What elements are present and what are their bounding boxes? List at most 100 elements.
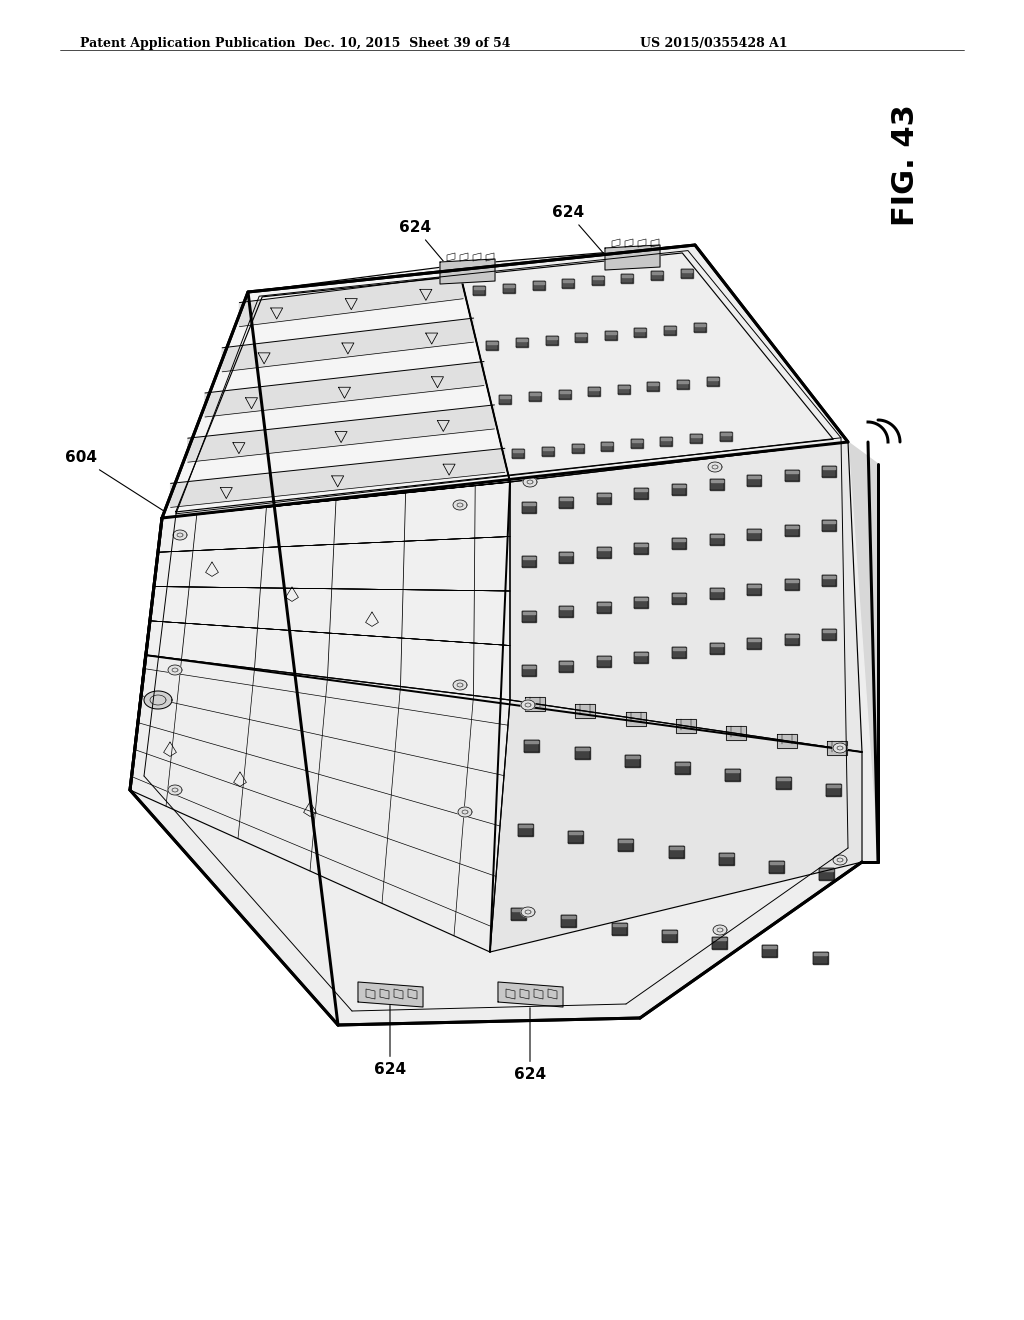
Polygon shape bbox=[664, 326, 676, 335]
Polygon shape bbox=[522, 502, 536, 512]
Polygon shape bbox=[602, 442, 612, 445]
Polygon shape bbox=[677, 380, 689, 389]
Polygon shape bbox=[648, 383, 658, 385]
Polygon shape bbox=[589, 388, 599, 391]
Polygon shape bbox=[513, 450, 523, 453]
Polygon shape bbox=[532, 281, 545, 290]
Polygon shape bbox=[785, 471, 798, 474]
Polygon shape bbox=[784, 470, 799, 482]
Polygon shape bbox=[597, 492, 611, 504]
Polygon shape bbox=[530, 393, 540, 396]
Polygon shape bbox=[222, 318, 473, 372]
Polygon shape bbox=[748, 529, 761, 540]
Polygon shape bbox=[662, 438, 672, 440]
Polygon shape bbox=[776, 734, 797, 748]
Polygon shape bbox=[710, 479, 724, 490]
Polygon shape bbox=[503, 284, 515, 293]
Polygon shape bbox=[707, 378, 719, 387]
Polygon shape bbox=[708, 462, 722, 473]
Polygon shape bbox=[504, 285, 514, 286]
Polygon shape bbox=[512, 449, 524, 458]
Text: 624: 624 bbox=[552, 205, 603, 253]
Polygon shape bbox=[534, 282, 544, 284]
Polygon shape bbox=[833, 743, 847, 752]
Polygon shape bbox=[676, 719, 696, 733]
Polygon shape bbox=[168, 665, 182, 675]
Polygon shape bbox=[501, 396, 510, 397]
Polygon shape bbox=[568, 832, 583, 843]
Polygon shape bbox=[130, 655, 510, 952]
Polygon shape bbox=[592, 276, 604, 285]
Polygon shape bbox=[572, 445, 583, 447]
Polygon shape bbox=[672, 647, 686, 659]
Polygon shape bbox=[561, 915, 577, 927]
Polygon shape bbox=[517, 339, 527, 341]
Polygon shape bbox=[635, 329, 646, 337]
Polygon shape bbox=[636, 490, 647, 491]
Polygon shape bbox=[826, 742, 847, 755]
Polygon shape bbox=[711, 535, 723, 537]
Polygon shape bbox=[617, 385, 630, 393]
Polygon shape bbox=[681, 269, 692, 279]
Polygon shape bbox=[748, 475, 761, 486]
Polygon shape bbox=[693, 323, 706, 333]
Polygon shape bbox=[130, 442, 878, 1026]
Polygon shape bbox=[187, 405, 495, 462]
Polygon shape bbox=[523, 611, 535, 614]
Polygon shape bbox=[560, 553, 572, 554]
Polygon shape bbox=[562, 279, 574, 288]
Polygon shape bbox=[606, 331, 615, 334]
Polygon shape bbox=[611, 923, 627, 935]
Polygon shape bbox=[458, 246, 848, 482]
Polygon shape bbox=[691, 436, 701, 437]
Polygon shape bbox=[631, 440, 643, 447]
Polygon shape bbox=[559, 552, 573, 562]
Polygon shape bbox=[711, 644, 723, 645]
Polygon shape bbox=[559, 660, 573, 672]
Polygon shape bbox=[676, 763, 689, 766]
Polygon shape bbox=[749, 477, 760, 478]
Polygon shape bbox=[675, 762, 690, 774]
Polygon shape bbox=[525, 741, 539, 743]
Polygon shape bbox=[522, 665, 536, 676]
Polygon shape bbox=[598, 603, 610, 605]
Text: Dec. 10, 2015  Sheet 39 of 54: Dec. 10, 2015 Sheet 39 of 54 bbox=[304, 37, 510, 50]
Text: 604: 604 bbox=[65, 450, 165, 512]
Polygon shape bbox=[240, 275, 463, 326]
Polygon shape bbox=[673, 594, 685, 595]
Polygon shape bbox=[670, 847, 683, 849]
Polygon shape bbox=[848, 442, 878, 862]
Polygon shape bbox=[660, 437, 673, 446]
Polygon shape bbox=[776, 777, 791, 789]
Polygon shape bbox=[205, 362, 484, 417]
Polygon shape bbox=[784, 634, 799, 645]
Polygon shape bbox=[521, 700, 535, 710]
Polygon shape bbox=[597, 656, 611, 667]
Polygon shape bbox=[560, 661, 572, 664]
Polygon shape bbox=[474, 288, 484, 289]
Polygon shape bbox=[521, 907, 535, 917]
Polygon shape bbox=[662, 931, 677, 942]
Polygon shape bbox=[813, 952, 827, 965]
Polygon shape bbox=[682, 269, 691, 272]
Polygon shape bbox=[605, 330, 616, 339]
Polygon shape bbox=[522, 611, 536, 622]
Polygon shape bbox=[635, 597, 648, 609]
Polygon shape bbox=[562, 916, 575, 919]
Polygon shape bbox=[725, 770, 740, 781]
Polygon shape bbox=[571, 444, 584, 453]
Polygon shape bbox=[588, 387, 600, 396]
Polygon shape bbox=[605, 246, 660, 271]
Polygon shape bbox=[162, 246, 848, 517]
Text: FIG. 43: FIG. 43 bbox=[891, 104, 920, 226]
Polygon shape bbox=[721, 433, 731, 434]
Polygon shape bbox=[547, 337, 557, 339]
Polygon shape bbox=[524, 739, 540, 751]
Polygon shape bbox=[763, 945, 777, 957]
Polygon shape bbox=[612, 924, 626, 925]
Polygon shape bbox=[575, 748, 589, 750]
Polygon shape bbox=[487, 342, 498, 343]
Polygon shape bbox=[546, 335, 557, 345]
Polygon shape bbox=[601, 442, 613, 450]
Polygon shape bbox=[560, 607, 572, 609]
